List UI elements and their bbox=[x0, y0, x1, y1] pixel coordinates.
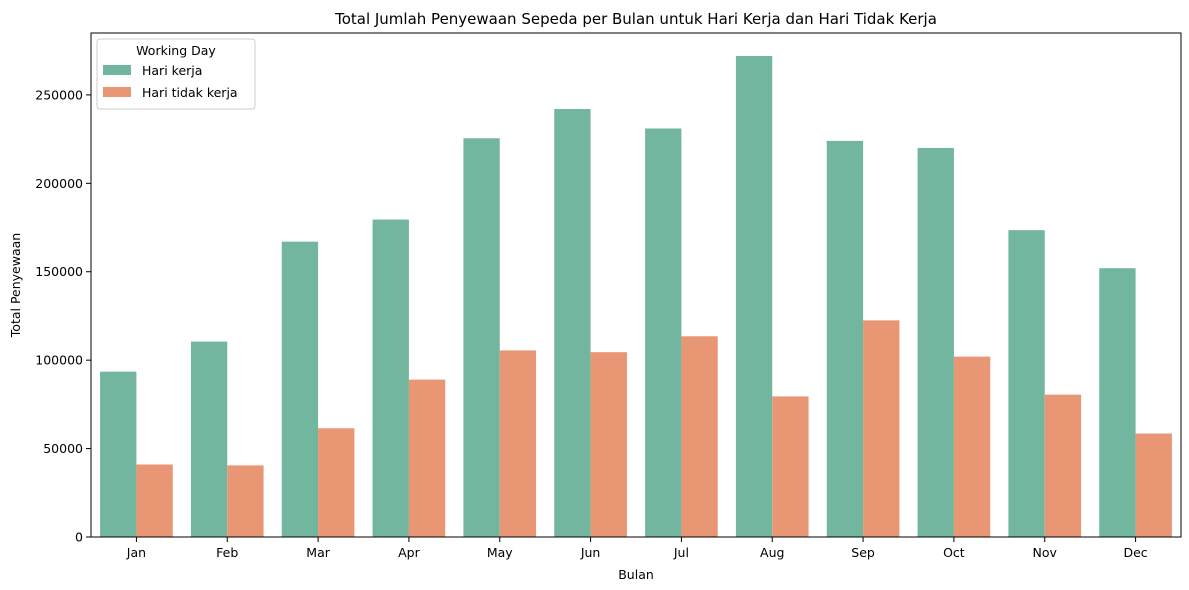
bars-group bbox=[100, 55, 1172, 538]
bar-hari-kerja-dec bbox=[1099, 268, 1136, 537]
bar-hari-tidak-kerja-nov bbox=[1044, 394, 1082, 537]
legend-label-hari-kerja: Hari kerja bbox=[142, 63, 202, 78]
x-tick-label-feb: Feb bbox=[216, 545, 238, 560]
x-tick-label-apr: Apr bbox=[398, 545, 420, 560]
legend: Working Day Hari kerja Hari tidak kerja bbox=[96, 38, 256, 110]
x-tick-label-aug: Aug bbox=[760, 545, 784, 560]
x-tick-label-may: May bbox=[487, 545, 513, 560]
bar-hari-kerja-oct bbox=[917, 147, 954, 537]
bar-hari-kerja-jul bbox=[645, 128, 682, 537]
bar-hari-kerja-may bbox=[463, 138, 500, 537]
bar-hari-kerja-apr bbox=[372, 219, 409, 537]
bar-hari-kerja-mar bbox=[281, 241, 319, 537]
bar-hari-tidak-kerja-feb bbox=[227, 465, 264, 537]
x-tick-label-jan: Jan bbox=[126, 545, 146, 560]
bar-hari-kerja-sep bbox=[826, 140, 864, 537]
x-tick-label-sep: Sep bbox=[851, 545, 875, 560]
bar-hari-tidak-kerja-sep bbox=[863, 320, 900, 537]
y-tick-label: 50000 bbox=[43, 441, 83, 456]
y-tick-label: 0 bbox=[75, 530, 83, 545]
bar-hari-tidak-kerja-jan bbox=[136, 464, 173, 537]
y-axis: 0 50000 100000 150000 200000 250000 bbox=[35, 87, 91, 545]
legend-label-hari-tidak-kerja: Hari tidak kerja bbox=[142, 85, 238, 100]
x-tick-label-dec: Dec bbox=[1123, 545, 1147, 560]
y-axis-label: Total Penyewaan bbox=[8, 233, 23, 338]
y-tick-label: 150000 bbox=[35, 264, 83, 279]
x-tick-label-jul: Jul bbox=[673, 545, 689, 560]
bar-hari-tidak-kerja-jun bbox=[590, 352, 627, 537]
x-tick-label-mar: Mar bbox=[306, 545, 330, 560]
bar-hari-kerja-jan bbox=[100, 371, 137, 537]
bar-hari-tidak-kerja-may bbox=[499, 350, 537, 537]
bar-hari-tidak-kerja-oct bbox=[953, 356, 991, 537]
bar-hari-tidak-kerja-dec bbox=[1135, 433, 1172, 537]
x-axis-label: Bulan bbox=[618, 567, 654, 582]
y-tick-label: 100000 bbox=[35, 353, 83, 368]
legend-swatch-hari-kerja bbox=[103, 65, 131, 75]
bar-hari-tidak-kerja-aug bbox=[772, 396, 809, 537]
chart-title: Total Jumlah Penyewaan Sepeda per Bulan … bbox=[334, 10, 937, 28]
plot-frame bbox=[90, 32, 1182, 538]
bar-hari-tidak-kerja-apr bbox=[408, 379, 446, 537]
x-tick-label-jun: Jun bbox=[580, 545, 601, 560]
legend-box bbox=[96, 38, 256, 110]
bar-hari-kerja-feb bbox=[190, 341, 228, 537]
x-axis: Jan Feb Mar Apr May Jun Jul Aug Sep Oct Nov Dec bbox=[126, 537, 1148, 560]
y-tick-label: 250000 bbox=[35, 87, 83, 102]
bar-hari-tidak-kerja-mar bbox=[318, 428, 355, 537]
bar-hari-kerja-jun bbox=[554, 109, 591, 537]
y-tick-label: 200000 bbox=[35, 176, 83, 191]
x-tick-label-oct: Oct bbox=[943, 545, 965, 560]
bar-hari-tidak-kerja-jul bbox=[681, 336, 718, 537]
legend-swatch-hari-tidak-kerja bbox=[103, 87, 131, 97]
x-tick-label-nov: Nov bbox=[1033, 545, 1058, 560]
bar-hari-kerja-aug bbox=[735, 55, 773, 538]
legend-title: Working Day bbox=[136, 43, 216, 58]
bar-hari-kerja-nov bbox=[1008, 230, 1045, 537]
